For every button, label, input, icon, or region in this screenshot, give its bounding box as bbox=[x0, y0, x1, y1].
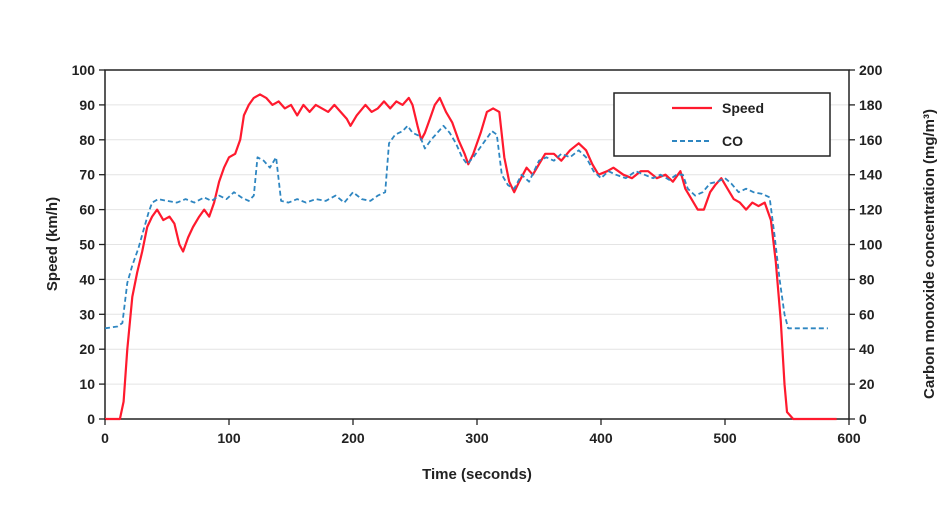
legend: Speed CO bbox=[613, 92, 831, 157]
x-tick-label: 100 bbox=[217, 430, 241, 446]
y-left-tick-label: 100 bbox=[72, 62, 96, 78]
y-left-tick-label: 60 bbox=[79, 202, 95, 218]
y-right-tick-label: 200 bbox=[859, 62, 883, 78]
x-tick-label: 0 bbox=[101, 430, 109, 446]
y-right-tick-label: 20 bbox=[859, 376, 875, 392]
y-left-tick-label: 50 bbox=[79, 237, 95, 253]
legend-label-speed: Speed bbox=[722, 100, 764, 116]
y-right-axis-title: Carbon monoxide concentration (mg/m³) bbox=[921, 109, 938, 399]
legend-label-co: CO bbox=[722, 133, 743, 149]
y-left-tick-label: 30 bbox=[79, 306, 95, 322]
x-tick-label: 600 bbox=[837, 430, 861, 446]
y-left-tick-label: 20 bbox=[79, 341, 95, 357]
x-axis-title: Time (seconds) bbox=[422, 466, 532, 483]
y-right-tick-label: 160 bbox=[859, 132, 883, 148]
y-left-tick-label: 90 bbox=[79, 97, 95, 113]
series-line-speed bbox=[105, 93, 837, 421]
x-tick-label: 300 bbox=[465, 430, 489, 446]
series-layer bbox=[104, 93, 837, 421]
y-left-tick-label: 80 bbox=[79, 132, 95, 148]
y-right-tick-label: 0 bbox=[859, 411, 867, 427]
y-left-tick-label: 10 bbox=[79, 376, 95, 392]
y-right-tick-label: 120 bbox=[859, 202, 883, 218]
gridlines bbox=[105, 104, 849, 385]
y-right-tick-label: 40 bbox=[859, 341, 875, 357]
y-right-tick-label: 60 bbox=[859, 306, 875, 322]
series-line-co bbox=[104, 124, 828, 330]
y-left-axis-title: Speed (km/h) bbox=[44, 197, 61, 291]
y-right-tick-label: 180 bbox=[859, 97, 883, 113]
ticks-layer: 0 100 200 300 400 500 600010203040506070809010… bbox=[72, 62, 883, 446]
legend-box bbox=[613, 92, 831, 157]
y-right-tick-label: 140 bbox=[859, 167, 883, 183]
x-tick-label: 500 bbox=[713, 430, 737, 446]
y-right-tick-label: 100 bbox=[859, 237, 883, 253]
x-tick-label: 400 bbox=[589, 430, 613, 446]
x-tick-label: 200 bbox=[341, 430, 365, 446]
y-left-tick-label: 70 bbox=[79, 167, 95, 183]
y-left-tick-label: 40 bbox=[79, 271, 95, 287]
y-right-tick-label: 80 bbox=[859, 271, 875, 287]
y-left-tick-label: 0 bbox=[87, 411, 95, 427]
